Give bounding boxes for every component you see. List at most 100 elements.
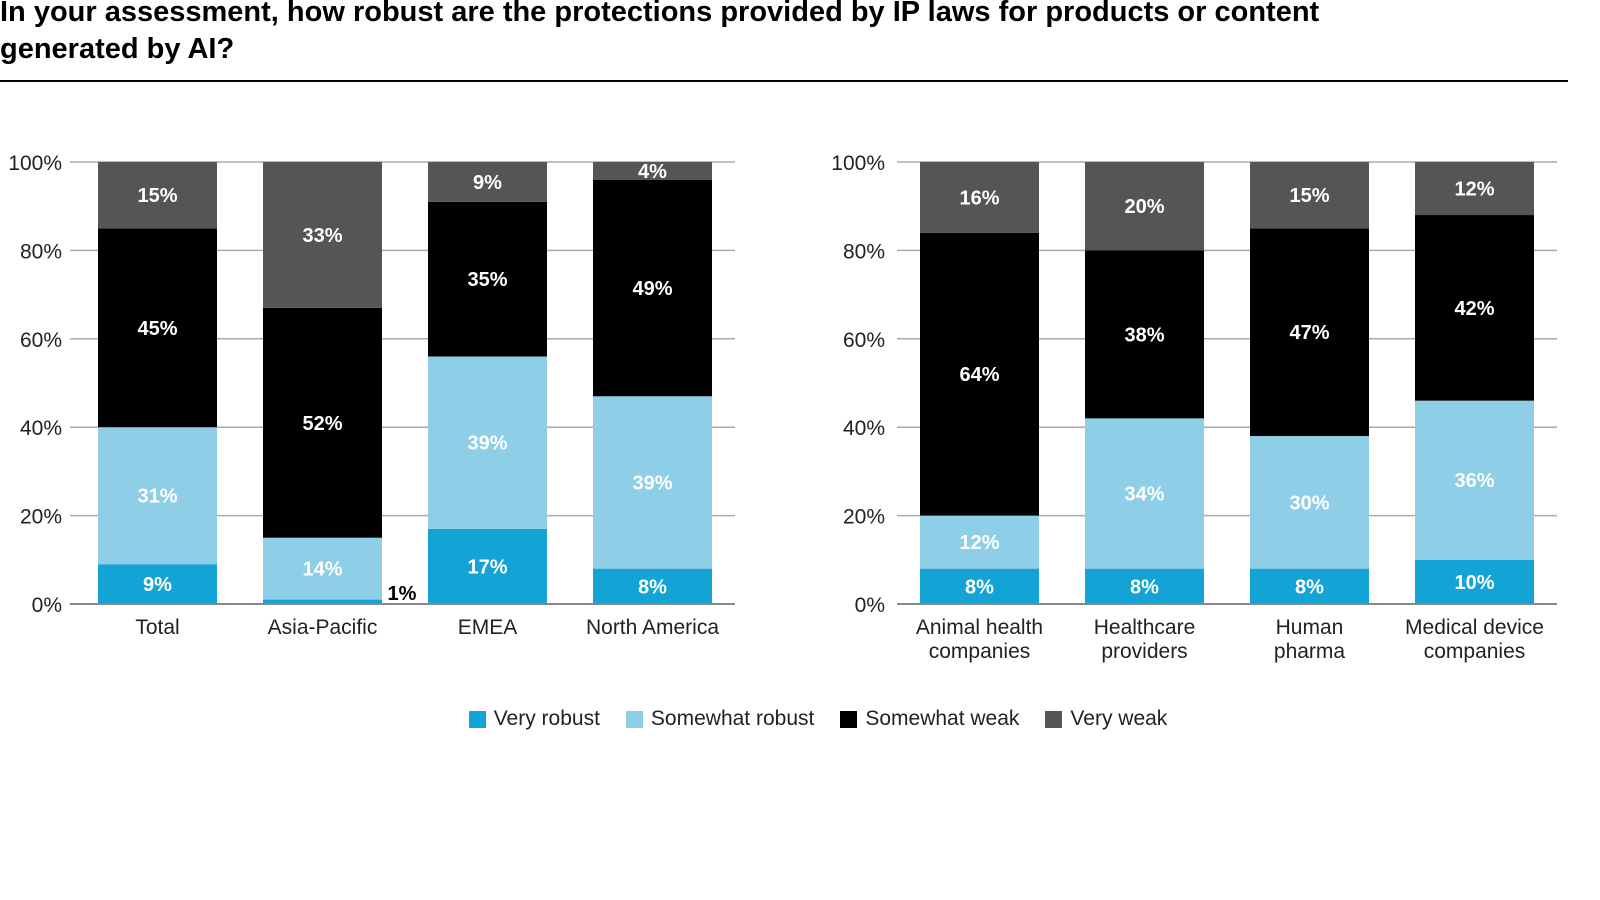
x-category-label: EMEA [458, 616, 518, 639]
bar-segment [428, 356, 547, 529]
chart-title: In your assessment, how robust are the p… [0, 0, 1320, 65]
legend-swatch [1045, 710, 1063, 728]
bar-segment [263, 599, 382, 604]
legend-label: Somewhat weak [865, 707, 1020, 730]
x-category-label: Healthcare [1094, 616, 1196, 639]
data-label: 42% [1454, 298, 1494, 320]
data-label: 64% [959, 364, 999, 386]
x-category-label: Human [1276, 616, 1344, 639]
y-tick-label: 100% [831, 152, 885, 175]
bar-segment [263, 307, 382, 538]
data-label: 33% [302, 225, 342, 247]
data-label: 12% [959, 532, 999, 554]
bar-segment [920, 515, 1039, 569]
data-label: 9% [473, 172, 502, 194]
legend-label: Very robust [493, 707, 600, 730]
data-label: 31% [137, 486, 177, 508]
x-category-label: providers [1101, 640, 1187, 663]
bar-segment [98, 427, 217, 565]
bar-segment [1415, 215, 1534, 401]
bar-segment [1415, 559, 1534, 604]
data-label: 47% [1289, 322, 1329, 344]
bar-segment [1250, 436, 1369, 569]
y-tick-label: 60% [20, 329, 62, 352]
y-tick-label: 80% [843, 240, 885, 263]
data-label: 4% [638, 161, 667, 183]
bar-segment [1415, 400, 1534, 560]
bar-segment [593, 568, 712, 604]
data-label: 8% [1130, 576, 1159, 598]
x-category-label: Animal health [916, 616, 1043, 639]
bar-segment [1250, 162, 1369, 229]
bar-segment [428, 528, 547, 604]
y-tick-label: 80% [20, 240, 62, 263]
bar-segment [593, 162, 712, 180]
bar-segment [428, 201, 547, 357]
bar-segment [1415, 162, 1534, 216]
title-divider [0, 80, 1568, 82]
data-label: 8% [638, 576, 667, 598]
bar-segment [1250, 568, 1369, 604]
data-label: 36% [1454, 470, 1494, 492]
x-category-label: Medical device [1405, 616, 1544, 639]
legend: Very robust Somewhat robust Somewhat weak V… [0, 707, 1600, 731]
data-label: 38% [1124, 324, 1164, 346]
bar-segment [1085, 162, 1204, 251]
data-label: 39% [632, 472, 672, 494]
bar-segment [1250, 228, 1369, 437]
data-label: 35% [467, 269, 507, 291]
legend-item: Somewhat weak [840, 707, 1019, 731]
bar-segment [920, 232, 1039, 516]
x-category-label: Asia-Pacific [268, 616, 378, 639]
x-category-label: pharma [1274, 640, 1346, 663]
legend-item: Somewhat robust [625, 707, 815, 731]
legend-swatch [625, 710, 643, 728]
data-label: 39% [467, 433, 507, 455]
data-label: 15% [1289, 185, 1329, 207]
bar-segment [593, 179, 712, 397]
x-category-label: companies [929, 640, 1031, 663]
data-label: 52% [302, 413, 342, 435]
bar-segment [98, 564, 217, 604]
y-tick-label: 40% [843, 417, 885, 440]
data-label: 9% [143, 574, 172, 596]
bar-segment [263, 537, 382, 600]
bar-segment [920, 162, 1039, 233]
y-tick-label: 20% [20, 506, 62, 529]
y-tick-label: 60% [843, 329, 885, 352]
bar-segment [593, 396, 712, 569]
data-label: 16% [959, 187, 999, 209]
x-category-label: Total [135, 616, 179, 639]
x-category-label: North America [586, 616, 719, 639]
y-tick-label: 40% [20, 417, 62, 440]
legend-label: Very weak [1070, 707, 1168, 730]
legend-item: Very robust [468, 707, 600, 731]
bar-segment [98, 162, 217, 229]
data-label: 49% [632, 278, 672, 300]
bar-segment [1085, 568, 1204, 604]
y-tick-label: 0% [855, 594, 885, 617]
data-label: 17% [467, 556, 507, 578]
data-label: 10% [1454, 572, 1494, 594]
legend-label: Somewhat robust [650, 707, 815, 730]
x-category-label: companies [1424, 640, 1526, 663]
data-label: 1% [388, 583, 417, 605]
data-label: 34% [1124, 484, 1164, 506]
bar-segment [428, 162, 547, 202]
bar-segment [1085, 250, 1204, 419]
legend-swatch [468, 710, 486, 728]
bar-segment [1085, 418, 1204, 569]
data-label: 30% [1289, 492, 1329, 514]
legend-item: Very weak [1045, 707, 1167, 731]
y-tick-label: 0% [32, 594, 62, 617]
data-label: 8% [965, 576, 994, 598]
bar-segment [920, 568, 1039, 604]
bar-segment [98, 228, 217, 428]
data-label: 12% [1454, 179, 1494, 201]
legend-swatch [840, 710, 858, 728]
data-label: 20% [1124, 196, 1164, 218]
data-label: 14% [302, 559, 342, 581]
data-label: 8% [1295, 576, 1324, 598]
bar-segment [263, 162, 382, 308]
